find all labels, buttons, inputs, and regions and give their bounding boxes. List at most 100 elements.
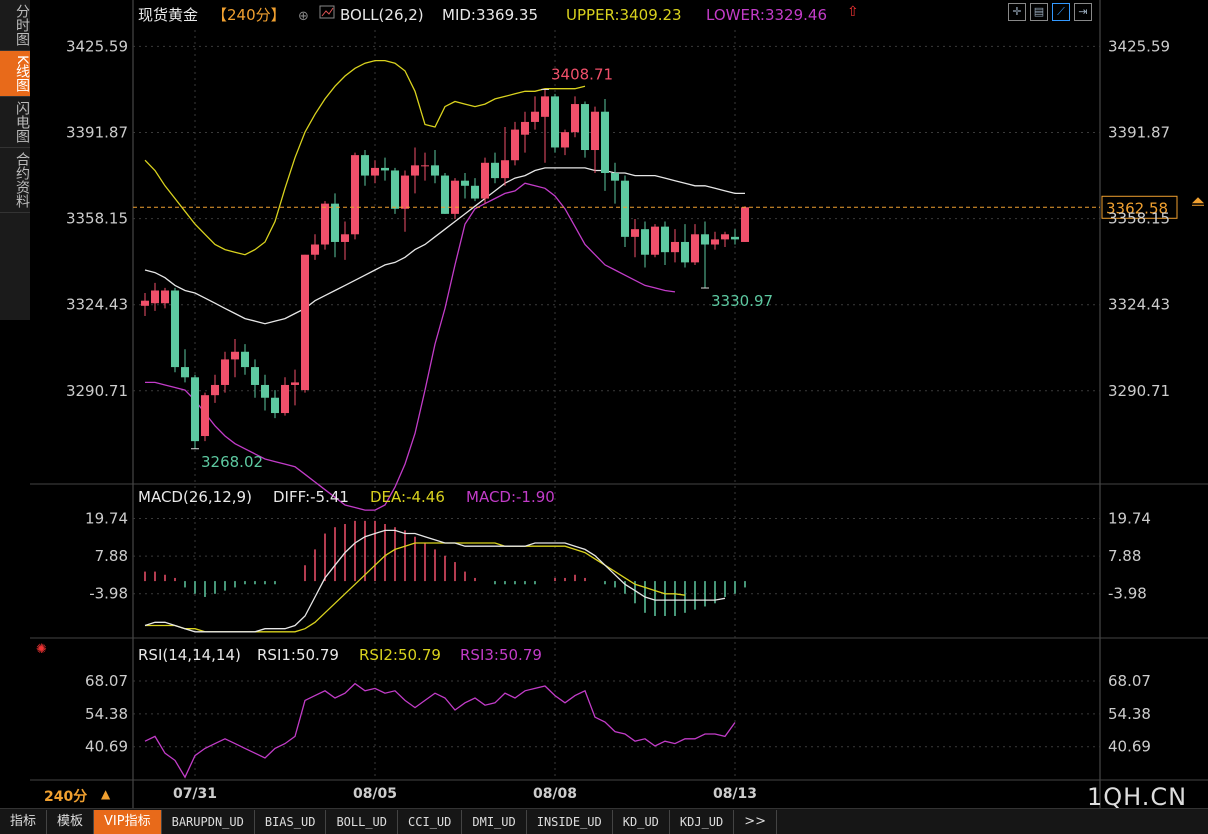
1-left-tick: 19.74	[85, 510, 128, 528]
1-right-tick: 7.88	[1108, 547, 1141, 565]
candle-body	[291, 382, 299, 385]
rsi-panel: RSI(14,14,14) RSI1:50.79 RSI2:50.79 RSI3:50…	[138, 646, 736, 779]
rsi-settings-icon[interactable]: ✺	[36, 642, 47, 657]
indicator-tab-2[interactable]: VIP指标	[94, 809, 162, 834]
2-left-tick: 40.69	[85, 738, 128, 756]
rsi3-label: RSI3:50.79	[460, 646, 542, 664]
high-annotation: 3408.71	[551, 65, 613, 83]
indicator-icon[interactable]	[319, 5, 335, 19]
candle-body	[401, 175, 409, 209]
2-right-tick: 54.38	[1108, 705, 1151, 723]
0-left-tick: 3425.59	[66, 37, 128, 55]
indicator-tab-7[interactable]: DMI_UD	[462, 809, 527, 834]
indicator-tab-10[interactable]: KDJ_UD	[670, 809, 735, 834]
candle-body	[721, 234, 729, 240]
candle-body	[701, 234, 709, 245]
candle-body	[421, 165, 429, 167]
indicator-tab-4[interactable]: BIAS_UD	[255, 809, 327, 834]
indicator-tab-6[interactable]: CCI_UD	[398, 809, 463, 834]
price-panel: 3362.58 3408.71 3268.02 3330.97	[133, 59, 1204, 511]
candle-body	[581, 104, 589, 151]
macd-value-label: MACD:-1.90	[466, 488, 555, 506]
left-tab-0[interactable]: 分时图	[0, 0, 30, 51]
period-selector[interactable]: 240分	[44, 789, 88, 805]
candle-body	[521, 121, 529, 135]
candle-body	[301, 254, 309, 391]
x-tick-label: 08/05	[353, 786, 397, 802]
candle-mode-icon[interactable]: ▤	[1030, 3, 1048, 21]
crosshair-icon[interactable]: ✛	[1008, 3, 1026, 21]
x-tick-label: 08/13	[713, 786, 757, 802]
candle-body	[601, 111, 609, 174]
2-left-tick: 54.38	[85, 705, 128, 723]
period-arrow-icon[interactable]: ▲	[101, 787, 111, 801]
indicator-tab-5[interactable]: BOLL_UD	[326, 809, 399, 834]
low-annotation: 3330.97	[711, 292, 773, 310]
candle-body	[321, 203, 329, 245]
candle-body	[261, 384, 269, 398]
candle-body	[411, 165, 419, 176]
1-right-tick: -3.98	[1108, 585, 1147, 603]
left-tab-3[interactable]: 合约资料	[0, 148, 30, 214]
grid-lines	[30, 0, 1208, 808]
boll-mid-line	[144, 167, 745, 325]
expand-icon[interactable]: ⇥	[1074, 3, 1092, 21]
candle-body	[141, 300, 149, 306]
candle-body	[621, 180, 629, 237]
candle-body	[221, 359, 229, 385]
boll-upper-line	[144, 59, 586, 256]
indicator-tab-1[interactable]: 模板	[47, 809, 95, 834]
2-right-tick: 40.69	[1108, 738, 1151, 756]
candle-body	[661, 226, 669, 253]
candle-body	[471, 185, 479, 199]
candle-body	[541, 96, 549, 117]
candle-body	[641, 229, 649, 255]
candle-body	[431, 165, 439, 176]
candle-body	[161, 290, 169, 304]
indicator-tab-9[interactable]: KD_UD	[613, 809, 670, 834]
boll-lower-line	[145, 182, 676, 511]
indicator-tab-8[interactable]: INSIDE_UD	[527, 809, 613, 834]
candle-body	[341, 234, 349, 242]
candle-body	[191, 377, 199, 442]
candle-body	[681, 241, 689, 263]
candle-body	[181, 367, 189, 378]
0-right-tick: 3425.59	[1108, 37, 1170, 55]
boll-mid-label: MID:3369.35	[442, 6, 538, 24]
candle-body	[531, 111, 539, 122]
candle-body	[361, 155, 369, 176]
x-tick-label: 07/31	[173, 786, 217, 802]
dif-line	[144, 529, 726, 633]
candle-body	[631, 229, 639, 237]
draw-tool-icon[interactable]: ⟋	[1052, 3, 1070, 21]
indicator-tab-0[interactable]: 指标	[0, 809, 48, 834]
candle-body	[251, 367, 259, 385]
0-right-tick: 3358.15	[1108, 210, 1170, 228]
0-left-tick: 3290.71	[66, 382, 128, 400]
indicator-tab-11[interactable]: >>	[734, 809, 778, 834]
candle-body	[461, 180, 469, 186]
candle-body	[611, 173, 619, 181]
chart-canvas: 3362.58 3408.71 3268.02 3330.97 MACD(26,12,…	[30, 0, 1208, 808]
left-tab-2[interactable]: 闪电图	[0, 97, 30, 149]
0-right-tick: 3391.87	[1108, 123, 1170, 141]
left-tab-1[interactable]: K线图	[0, 51, 30, 98]
macd-dea-label: DEA:-4.46	[370, 488, 445, 506]
0-left-tick: 3358.15	[66, 210, 128, 228]
rsi-line	[144, 682, 736, 779]
0-right-tick: 3324.43	[1108, 296, 1170, 314]
candle-body	[671, 241, 679, 253]
rsi-title: RSI(14,14,14)	[138, 646, 241, 664]
candle-body	[651, 226, 659, 255]
up-arrow-icon: ⇧	[847, 4, 859, 20]
candle-body	[491, 162, 499, 179]
candle-body	[561, 132, 569, 148]
candle-body	[331, 203, 339, 242]
settings-icon[interactable]: ⊕	[298, 9, 309, 24]
candle-body	[381, 167, 389, 171]
candle-body	[481, 162, 489, 199]
candle-body	[691, 234, 699, 263]
indicator-tab-3[interactable]: BARUPDN_UD	[162, 809, 255, 834]
price-marker-icon	[1192, 197, 1204, 204]
2-left-tick: 68.07	[85, 672, 128, 690]
